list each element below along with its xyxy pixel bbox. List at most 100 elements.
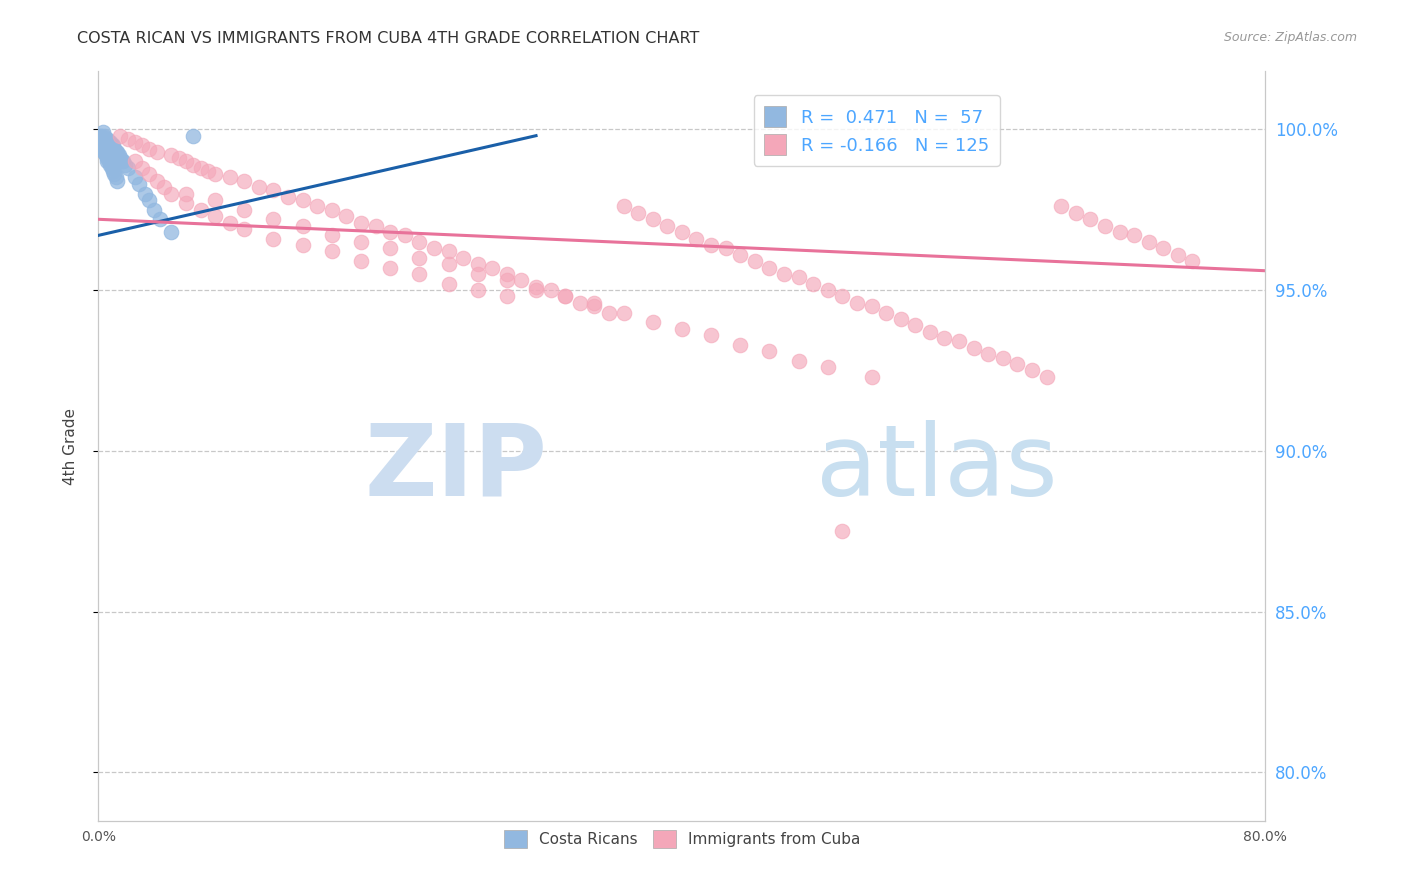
Point (94, 135, 117, 149)
Point (568, 296, 591, 310)
Point (641, 315, 664, 329)
Point (174, 186, 197, 201)
Point (671, 321, 693, 335)
Point (934, 331, 956, 345)
Point (174, 196, 197, 211)
Point (204, 167, 226, 181)
Point (197, 164, 219, 178)
Point (93, 128, 115, 143)
Point (627, 206, 650, 220)
Point (540, 283, 562, 297)
Point (758, 260, 780, 275)
Point (1137, 235, 1160, 249)
Point (160, 148, 183, 162)
Point (685, 231, 707, 245)
Point (142, 202, 165, 217)
Point (149, 212, 172, 227)
Point (787, 353, 810, 368)
Point (496, 267, 519, 281)
Point (394, 228, 416, 243)
Point (583, 299, 606, 313)
Point (111, 154, 134, 169)
Text: 80.0%: 80.0% (1243, 830, 1288, 845)
Point (124, 154, 146, 169)
Point (101, 138, 124, 153)
Point (181, 128, 204, 143)
Point (612, 199, 634, 213)
Point (1050, 199, 1073, 213)
Point (91, 142, 114, 156)
Point (1152, 241, 1174, 255)
Point (1123, 228, 1146, 243)
Point (948, 334, 970, 349)
Point (1021, 363, 1043, 377)
Point (128, 177, 150, 191)
Point (94, 148, 117, 162)
Point (101, 142, 124, 156)
Point (817, 360, 839, 375)
Point (110, 128, 132, 143)
Point (291, 219, 314, 233)
Point (831, 524, 853, 539)
Point (96, 151, 118, 165)
Point (167, 151, 190, 165)
Point (467, 283, 489, 297)
Point (321, 202, 343, 217)
Point (1181, 254, 1204, 268)
Point (380, 225, 402, 239)
Point (860, 369, 883, 384)
Point (918, 325, 941, 339)
Point (846, 296, 869, 310)
Point (105, 145, 128, 159)
Text: Source: ZipAtlas.com: Source: ZipAtlas.com (1223, 31, 1357, 45)
Point (962, 341, 984, 355)
Point (98, 135, 121, 149)
Point (598, 305, 620, 319)
Point (100, 138, 122, 153)
Point (91, 138, 114, 153)
Point (108, 151, 131, 165)
Y-axis label: 4th Grade: 4th Grade (63, 408, 77, 484)
Point (451, 251, 474, 265)
Point (100, 142, 122, 156)
Point (114, 158, 136, 172)
Point (93, 145, 115, 159)
Point (97, 154, 120, 169)
Point (524, 280, 547, 294)
Point (117, 161, 139, 175)
Point (860, 299, 883, 313)
Text: 0.0%: 0.0% (82, 830, 115, 845)
Point (93, 132, 115, 146)
Point (101, 164, 124, 178)
Point (554, 289, 576, 303)
Point (467, 267, 489, 281)
Point (181, 158, 204, 172)
Point (94, 132, 117, 146)
Point (714, 241, 737, 255)
Point (218, 170, 240, 185)
Point (335, 209, 357, 223)
Point (1064, 206, 1087, 220)
Point (174, 154, 197, 169)
Text: atlas: atlas (815, 420, 1057, 517)
Point (108, 148, 131, 162)
Point (96, 154, 118, 169)
Point (233, 174, 256, 188)
Point (831, 289, 853, 303)
Point (350, 235, 373, 249)
Point (233, 202, 256, 217)
Point (817, 283, 839, 297)
Point (437, 244, 460, 259)
Point (307, 199, 329, 213)
Point (134, 186, 156, 201)
Point (94, 148, 117, 162)
Point (103, 145, 125, 159)
Point (700, 238, 723, 252)
Point (787, 270, 810, 285)
Point (904, 318, 927, 333)
Point (204, 193, 226, 207)
Point (350, 215, 373, 229)
Point (467, 257, 489, 271)
Point (146, 145, 169, 159)
Point (138, 167, 160, 181)
